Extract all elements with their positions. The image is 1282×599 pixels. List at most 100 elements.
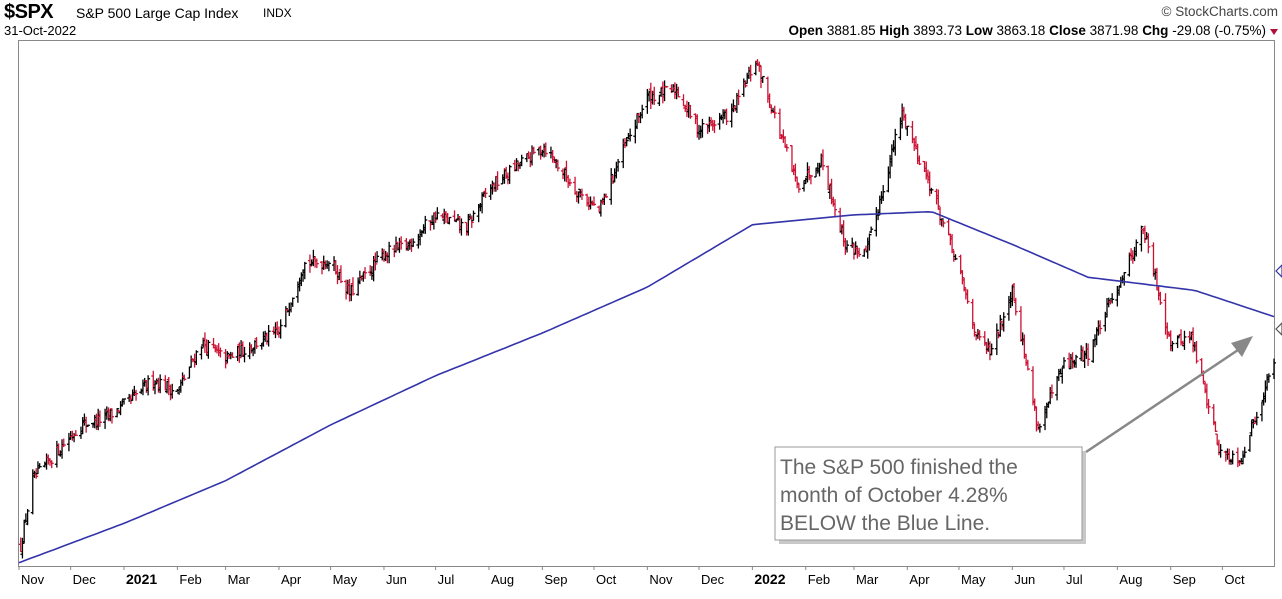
price-bar: [61, 438, 66, 448]
price-bar: [1061, 357, 1066, 369]
price-bar: [242, 346, 247, 363]
ohlc-readout: Open 3881.85 High 3893.73 Low 3863.18 Cl…: [789, 23, 1266, 38]
price-bar: [869, 226, 874, 234]
price-bar: [531, 146, 536, 155]
price-bar: [1134, 239, 1139, 257]
x-tick-label: Aug: [1119, 572, 1142, 587]
x-tick-label: Feb: [179, 572, 201, 587]
price-bars: [18, 59, 1276, 559]
price-bar: [459, 218, 464, 236]
price-bar: [375, 251, 380, 263]
price-bar: [326, 261, 331, 272]
x-tick-label: Dec: [73, 572, 97, 587]
price-bar: [994, 323, 999, 356]
price-bar: [483, 187, 488, 198]
price-bar: [1247, 434, 1252, 452]
price-bar: [724, 108, 729, 126]
price-bar: [73, 430, 78, 437]
price-bar: [338, 265, 343, 284]
price-bar: [543, 142, 548, 157]
price-bar: [998, 314, 1003, 337]
price-bar: [1194, 340, 1199, 364]
price-bar: [254, 337, 259, 349]
price-bar: [514, 158, 519, 172]
price-bar: [223, 349, 228, 369]
price-bar: [495, 171, 500, 191]
price-bar: [199, 346, 204, 360]
chg-label: Chg: [1142, 23, 1169, 38]
price-bar: [767, 93, 772, 108]
price-bar: [681, 94, 686, 107]
price-bar: [122, 398, 127, 405]
price-bar: [97, 410, 102, 427]
price-bar: [399, 236, 404, 250]
price-bar: [134, 389, 139, 401]
price-bar: [624, 137, 629, 147]
x-tick-label: Jun: [386, 572, 407, 587]
x-tick-label: 2021: [126, 571, 157, 587]
arrow-head-icon: [1231, 336, 1253, 357]
price-bar: [1074, 354, 1079, 368]
price-bar: [817, 162, 822, 177]
price-bar: [237, 342, 242, 363]
low-label: Low: [965, 23, 993, 38]
price-bar: [579, 188, 584, 200]
annotation-arrow: [1085, 348, 1239, 454]
price-bar: [676, 86, 681, 98]
price-bar: [85, 424, 90, 428]
price-bar: [25, 509, 30, 526]
annotation-line-3: BELOW the Blue Line.: [780, 512, 990, 535]
price-bar: [469, 215, 474, 228]
price-bar: [206, 339, 211, 359]
price-bar: [115, 408, 120, 418]
price-bar: [1230, 450, 1235, 465]
close-value: 3871.98: [1089, 23, 1139, 38]
brand-label[interactable]: © StockCharts.com: [1161, 4, 1278, 19]
price-bar: [1272, 358, 1276, 380]
price-bar: [1146, 233, 1151, 254]
x-tick-label: Feb: [808, 572, 830, 587]
price-bar: [604, 193, 609, 198]
price-bar: [867, 233, 872, 251]
price-bar: [652, 86, 657, 105]
price-bar: [1266, 373, 1271, 383]
price-bar: [970, 298, 975, 330]
price-bar: [950, 233, 955, 254]
price-bar: [845, 240, 850, 253]
price-bar: [893, 128, 898, 156]
price-bar: [796, 183, 801, 193]
x-tick-label: Mar: [856, 572, 879, 587]
price-bar: [965, 289, 970, 304]
price-bar: [1110, 293, 1115, 304]
x-tick-label: Nov: [21, 572, 45, 587]
x-tick-label: 2022: [754, 571, 785, 587]
price-bar: [1182, 330, 1187, 350]
price-bar: [350, 277, 355, 296]
price-bar: [194, 350, 199, 366]
price-bar: [363, 267, 368, 279]
price-bar: [1013, 297, 1018, 316]
x-tick-label: Dec: [701, 572, 725, 587]
price-bar: [977, 330, 982, 341]
price-bar: [929, 187, 934, 194]
price-bar: [187, 366, 192, 379]
price-bar: [230, 352, 235, 358]
price-bar: [760, 75, 765, 83]
x-tick-label: Sep: [544, 572, 567, 587]
annotation: The S&P 500 finished the month of Octobe…: [774, 446, 1086, 544]
price-bar: [314, 258, 319, 269]
symbol: $SPX: [4, 1, 54, 23]
x-tick-label: Apr: [909, 572, 930, 587]
x-tick-label: Jul: [1066, 572, 1083, 587]
price-bar: [307, 254, 312, 273]
price-bar: [182, 374, 187, 381]
x-tick-label: Sep: [1173, 572, 1196, 587]
price-bar: [795, 176, 800, 189]
price-bar: [1170, 341, 1175, 352]
price-bar: [1242, 446, 1247, 458]
price-bar: [1206, 399, 1211, 415]
price-bar: [567, 178, 572, 187]
price-bar: [1086, 343, 1091, 366]
x-tick-label: Jun: [1014, 572, 1035, 587]
